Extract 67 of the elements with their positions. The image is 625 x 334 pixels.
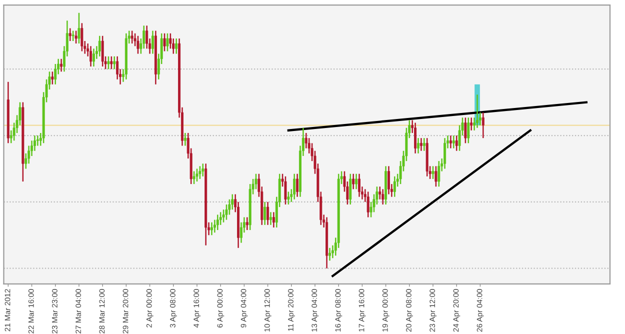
candlestick xyxy=(266,201,270,226)
candlestick xyxy=(296,173,299,198)
candlestick xyxy=(455,134,458,152)
candlestick xyxy=(198,166,202,180)
candlestick xyxy=(101,35,104,68)
candlestick xyxy=(246,216,248,231)
candlestick xyxy=(222,208,225,223)
candlestick xyxy=(78,12,80,44)
candlestick xyxy=(264,201,266,226)
candlestick xyxy=(449,134,452,149)
candlestick xyxy=(284,176,287,206)
candlestick xyxy=(98,35,101,57)
candlestick xyxy=(269,212,272,226)
candlestick xyxy=(393,176,396,198)
candlestick xyxy=(470,117,473,132)
candlestick xyxy=(434,166,438,188)
candlestick xyxy=(464,117,467,144)
candlestick xyxy=(422,137,426,152)
candlestick xyxy=(293,173,296,200)
candlestick xyxy=(202,162,204,178)
candlestick xyxy=(272,212,275,228)
candlestick xyxy=(60,58,63,72)
candlestick xyxy=(54,63,57,86)
candlestick xyxy=(210,222,213,236)
candlestick xyxy=(420,137,422,152)
candlestick xyxy=(225,204,228,220)
candlestick xyxy=(382,188,384,206)
candlestick xyxy=(68,28,72,42)
candlestick xyxy=(51,71,54,86)
candlestick xyxy=(110,56,113,70)
candlestick xyxy=(72,30,74,42)
candlestick xyxy=(388,166,390,195)
candlestick xyxy=(432,166,434,180)
candlestick xyxy=(352,173,355,190)
candlestick xyxy=(184,132,186,146)
candlestick xyxy=(349,173,352,206)
candlestick xyxy=(175,38,178,54)
candlestick xyxy=(414,122,417,154)
candlestick xyxy=(107,56,110,70)
candlestick xyxy=(452,134,455,149)
candlestick xyxy=(358,173,360,198)
candlestick xyxy=(366,191,370,218)
candlestick xyxy=(355,173,358,190)
candlestick xyxy=(240,222,242,244)
candlestick xyxy=(151,30,154,54)
candlestick xyxy=(80,22,84,52)
candlestick xyxy=(74,30,78,44)
candlestick xyxy=(219,212,222,226)
candlestick xyxy=(444,137,446,170)
candlestick xyxy=(216,214,219,231)
candlestick xyxy=(130,30,134,44)
candlestick xyxy=(287,191,290,206)
candlestick xyxy=(166,32,169,52)
candlestick xyxy=(163,32,166,52)
candlestick xyxy=(417,137,420,154)
candlestick xyxy=(438,160,440,188)
candlestick xyxy=(136,35,140,54)
candlestick xyxy=(172,38,175,54)
candlestick xyxy=(192,170,196,185)
candlestick xyxy=(467,117,470,144)
candlestick xyxy=(231,194,234,210)
candlestick xyxy=(90,45,92,68)
candlestick xyxy=(482,112,484,139)
candlestick xyxy=(92,48,95,68)
candlestick xyxy=(328,247,331,262)
candlestick xyxy=(113,56,116,70)
candlestick xyxy=(196,168,198,182)
